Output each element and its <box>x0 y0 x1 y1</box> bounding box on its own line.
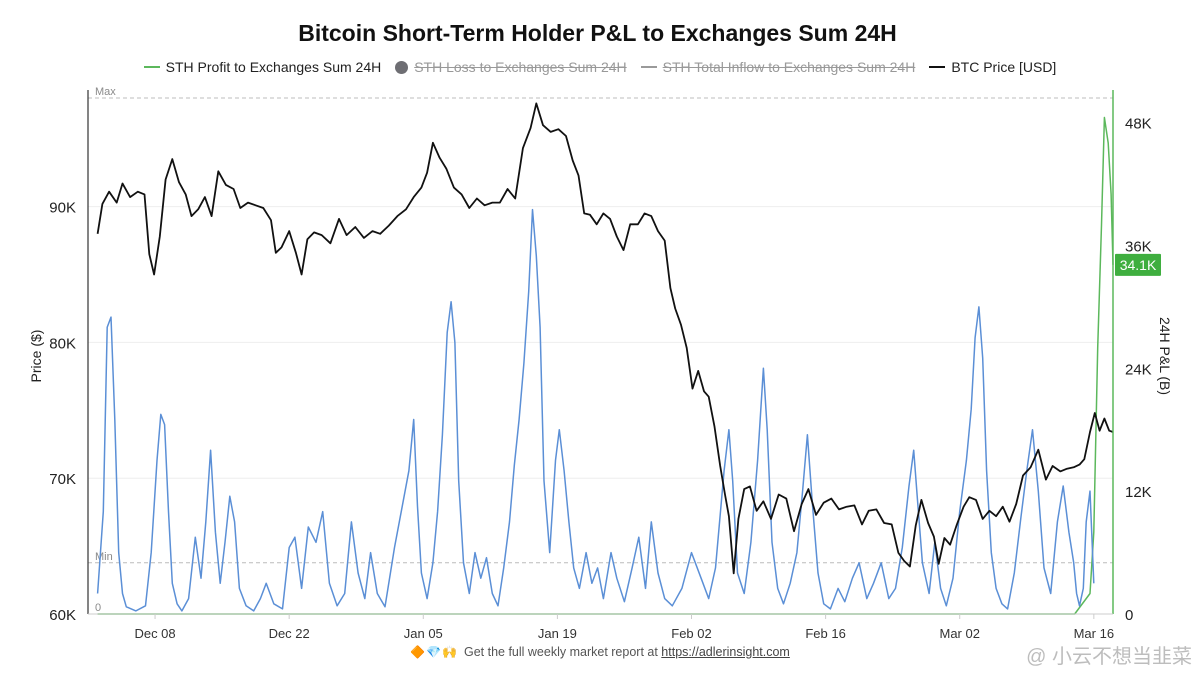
x-tick-label-0: Dec 08 <box>134 626 175 641</box>
right-tick-label-1: 12K <box>1125 484 1152 501</box>
legend: STH Profit to Exchanges Sum 24H STH Loss… <box>0 59 1200 75</box>
legend-item-sth-total-inflow[interactable]: STH Total Inflow to Exchanges Sum 24H <box>640 59 916 75</box>
series-layer <box>96 102 1114 615</box>
x-tick-label-6: Mar 02 <box>939 626 979 641</box>
legend-swatch-sth-profit <box>143 66 160 68</box>
right-tick-label-3: 36K <box>1125 238 1152 255</box>
right-tick-label-4: 48K <box>1125 116 1152 133</box>
ref-line-0-label: 0 <box>95 602 101 614</box>
y-axis-title-left: Price ($) <box>28 330 44 383</box>
x-tick-label-7: Mar 16 <box>1074 626 1114 641</box>
left-tick-label-0: 60K <box>49 607 76 624</box>
last-value-badge <box>1115 253 1161 276</box>
series-line-btc-price-usd <box>96 102 1114 575</box>
legend-label-btc-price: BTC Price [USD] <box>951 59 1057 75</box>
legend-label-sth-total-inflow: STH Total Inflow to Exchanges Sum 24H <box>662 59 916 75</box>
x-tick-label-3: Jan 19 <box>538 626 577 641</box>
y-axis-title-right: 24H P&L (B) <box>1157 317 1173 395</box>
left-tick-label-3: 90K <box>49 200 76 217</box>
ref-line-min-label: Min <box>95 551 113 563</box>
right-tick-label-0: 0 <box>1125 607 1133 624</box>
legend-label-sth-profit: STH Profit to Exchanges Sum 24H <box>165 59 382 75</box>
axis-layer: 60K 70K 80K 90K 0 12K 24K 36K 48K Dec 08 Dec 22 Jan… <box>28 90 1173 641</box>
right-tick-label-2: 24K <box>1125 361 1152 378</box>
legend-swatch-sth-loss <box>395 60 409 74</box>
series-line-sth-profit-to-exchanges-sum-24h <box>97 116 1114 615</box>
legend-swatch-sth-total-inflow <box>640 66 657 68</box>
x-tick-label-1: Dec 22 <box>269 626 310 641</box>
footer-link[interactable]: https://adlerinsight.com <box>661 645 790 659</box>
legend-item-btc-price[interactable]: BTC Price [USD] <box>929 59 1056 75</box>
legend-item-sth-profit[interactable]: STH Profit to Exchanges Sum 24H <box>143 59 382 75</box>
x-tick-label-2: Jan 05 <box>404 626 443 641</box>
legend-swatch-btc-price <box>929 66 946 68</box>
chart-title: Bitcoin Short-Term Holder P&L to Exchang… <box>298 20 897 46</box>
x-tick-label-5: Feb 16 <box>805 626 845 641</box>
last-value-badge-label: 34.1K <box>1120 257 1157 273</box>
grid-layer: Max Min 0 <box>88 86 1113 615</box>
x-tick-label-4: Feb 02 <box>671 626 711 641</box>
legend-item-sth-loss[interactable]: STH Loss to Exchanges Sum 24H <box>395 59 627 75</box>
left-tick-label-2: 80K <box>49 335 76 352</box>
footer-text: Get the full weekly market report at <box>463 645 662 659</box>
footer-emoji-icons: 🔶💎🙌 <box>410 645 458 659</box>
legend-label-sth-loss: STH Loss to Exchanges Sum 24H <box>414 59 627 75</box>
footer: 🔶💎🙌 Get the full weekly market report at … <box>0 645 1200 659</box>
series-line-sth-total-inflow-to-exchanges-sum-24h <box>96 208 1095 612</box>
ref-line-max-label: Max <box>95 86 116 98</box>
watermark: @ 小云不想当韭菜 <box>1026 646 1192 668</box>
left-tick-label-1: 70K <box>49 471 76 488</box>
